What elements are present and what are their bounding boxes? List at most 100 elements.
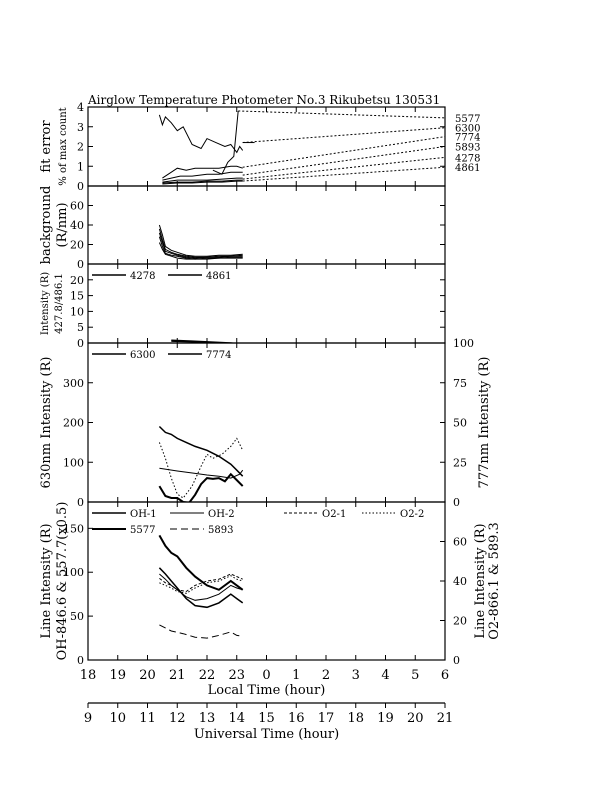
ut-axis-label: Universal Time (hour) [194, 727, 339, 742]
y-tick-label: 60 [70, 200, 84, 213]
ut-tick-label: 19 [377, 711, 394, 726]
y-right-axis-label: Line Intensity (R) [473, 523, 488, 638]
panel-red: 0 100 200 300 0 25 50 75 100 630nm Intensity (R) 7… [39, 337, 492, 509]
series-5893 [162, 177, 243, 183]
local-tick-label: 19 [109, 668, 126, 683]
local-tick-label: 2 [322, 668, 330, 683]
plot-frame [87, 106, 446, 187]
ut-tick-label: 11 [139, 711, 156, 726]
series-label-7774: 7774 [455, 133, 480, 144]
ut-tick-label: 16 [288, 711, 305, 726]
series-5893 [159, 624, 243, 639]
y-tick-label: 20 [70, 239, 84, 252]
y-right-tick-label: 20 [453, 615, 467, 628]
y-axis-label: Line Intensity (R) [39, 523, 54, 638]
ut-tick-label: 15 [258, 711, 275, 726]
y-right-tick-label: 0 [453, 496, 460, 509]
series-label-5893: 5893 [455, 143, 480, 154]
series-group [158, 425, 244, 502]
local-axis-label: Local Time (hour) [208, 683, 326, 698]
series-b3 [158, 232, 243, 259]
series-4278 [162, 179, 243, 184]
y-right-axis-label: 777nm Intensity (R) [477, 357, 492, 489]
y-axis-label: 630nm Intensity (R) [39, 357, 54, 489]
series-6300 [158, 425, 244, 477]
series-b2 [158, 228, 243, 258]
series-5577 [158, 114, 244, 154]
local-tick-label: 20 [139, 668, 156, 683]
y-tick-label: 0 [77, 496, 84, 509]
ut-tick-label: 14 [228, 711, 245, 726]
y-right-tick-label: 50 [453, 417, 467, 430]
legend-label: OH-2 [208, 509, 235, 520]
series-group [158, 534, 244, 639]
y-axis-label: fit error [39, 120, 54, 173]
y-axis-label-2: 427.8/486.1 [54, 273, 65, 334]
series-label-4278: 4278 [455, 153, 480, 164]
series-OH-1 [158, 567, 244, 609]
legend-label: 4861 [206, 271, 231, 282]
y-right-tick-label: 0 [453, 654, 460, 667]
leader-4861 [242, 166, 446, 182]
legend-label: 6300 [130, 350, 155, 361]
y-tick-label: 0 [77, 258, 84, 271]
leader-6300 [242, 127, 446, 144]
y-tick-label: 5 [77, 321, 84, 334]
leader-7774 [242, 136, 446, 168]
local-tick-label: 22 [199, 668, 216, 683]
series-thin [159, 467, 244, 479]
legend-label: 5577 [130, 525, 155, 536]
series-group [158, 110, 244, 185]
ut-tick-label: 12 [169, 711, 186, 726]
legend: OH-1 OH-2 O2-1 O2-2 5577 5893 [92, 509, 424, 536]
series-group [158, 224, 243, 260]
series-b5 [158, 242, 243, 260]
local-tick-label: 1 [292, 668, 300, 683]
plot-frame [87, 185, 446, 265]
y-tick-label: 15 [70, 290, 84, 303]
y-tick-label: 20 [70, 274, 84, 287]
series-4861 [162, 180, 243, 185]
series-5577 [158, 534, 244, 591]
legend-label: O2-1 [322, 509, 346, 520]
series-7774 [162, 171, 243, 181]
y-tick-label: 0 [77, 654, 84, 667]
series-label-5577: 5577 [455, 114, 480, 125]
series-6300 [162, 165, 243, 179]
y-tick-label: 1 [77, 160, 84, 173]
ut-tick-label: 13 [199, 711, 216, 726]
y-right-tick-label: 25 [453, 456, 467, 469]
local-tick-label: 18 [80, 668, 97, 683]
y-right-tick-label: 60 [453, 536, 467, 549]
ut-tick-label: 18 [347, 711, 364, 726]
ut-tick-label: 17 [318, 711, 335, 726]
panel-blue: 0 5 10 15 20 Intensity (R) 427.8/486.1 4278 4861 [40, 263, 446, 350]
series-b1 [158, 224, 243, 257]
y-axis-label: Intensity (R) [40, 272, 51, 335]
y-tick-label: 2 [77, 141, 84, 154]
y-right-axis-label-2: O2-866.1 & 589.3 [487, 522, 502, 640]
local-tick-label: 3 [352, 668, 360, 683]
y-tick-label: 100 [63, 456, 84, 469]
leader-4278 [242, 156, 446, 180]
y-right-tick-label: 40 [453, 575, 467, 588]
y-axis-label-2: % of max count [58, 107, 69, 185]
y-axis-label-2: OH-846.6 & 557.7(x0.5) [55, 502, 70, 661]
panel-fiterror: 0 1 2 3 4 fit error % of max count 557763007774… [39, 101, 480, 193]
series-spike [212, 110, 239, 175]
y-tick-label: 3 [77, 121, 84, 134]
legend-label: 4278 [130, 271, 155, 282]
panel-background: 0 20 40 60 background (R/nm) [39, 185, 446, 271]
ut-tick-label: 10 [109, 711, 126, 726]
y-axis-label: background [39, 186, 54, 265]
series-O2-1 [159, 573, 243, 593]
legend-label: O2-2 [400, 509, 424, 520]
legend-label: 5893 [208, 525, 233, 536]
series-label-6300: 6300 [455, 124, 480, 135]
local-tick-label: 5 [411, 668, 419, 683]
y-tick-label: 40 [70, 219, 84, 232]
